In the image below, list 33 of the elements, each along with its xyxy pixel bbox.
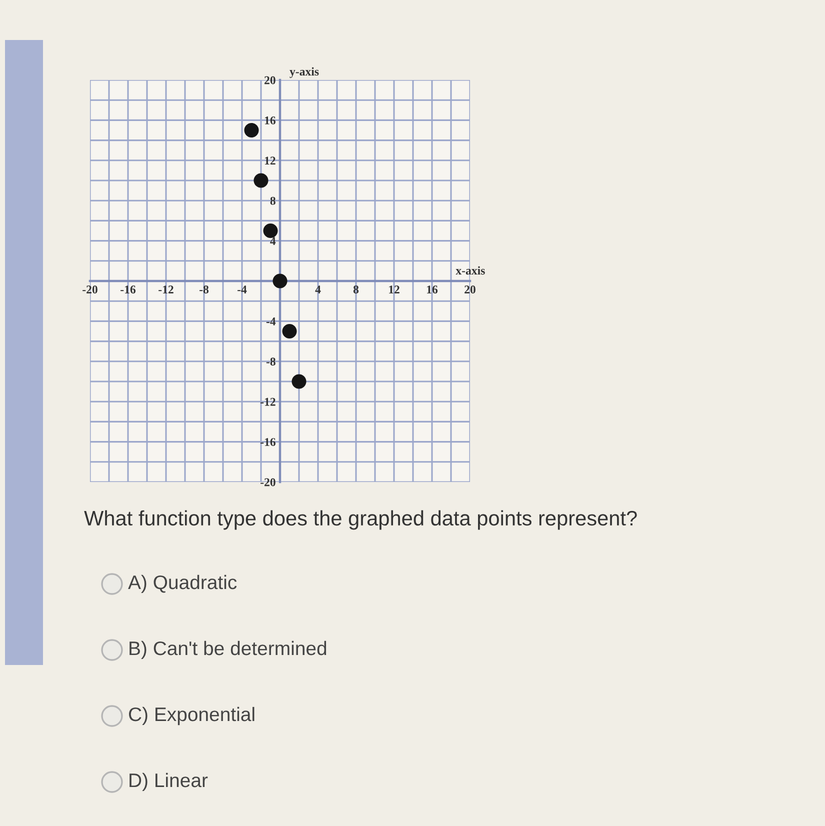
y-tick-label: 8 (270, 196, 276, 205)
y-tick-label: -12 (260, 398, 276, 406)
x-tick-label: 20 (464, 286, 476, 294)
y-tick-label: -8 (266, 358, 276, 366)
y-tick-label: 20 (264, 76, 276, 84)
y-axis-title: y-axis (290, 67, 319, 78)
x-tick-label: -8 (200, 286, 209, 294)
point (263, 223, 278, 238)
text: A) Quadratic (128, 574, 237, 594)
y-tick-label: 16 (264, 116, 276, 124)
y-tick-label: 4 (270, 237, 276, 245)
x-tick-label: -4 (238, 286, 247, 294)
x-tick-label: -16 (120, 286, 136, 294)
point (244, 122, 259, 138)
x-tick-label: 4 (315, 286, 321, 294)
x-tick-label: -20 (82, 286, 98, 294)
text: B) Can't be determined (130, 640, 326, 660)
x-tick-label: 8 (353, 286, 359, 294)
y-tick-label: -16 (260, 438, 276, 446)
text: What function type does the graphed data points represent? (84, 510, 637, 530)
text: D) Linear (130, 772, 208, 792)
y-tick-label: 12 (264, 156, 276, 164)
y-tick-label: -4 (266, 318, 276, 326)
point (272, 274, 288, 288)
x-tick-label: 12 (389, 286, 400, 294)
point (292, 374, 306, 389)
point (254, 173, 268, 188)
x-tick-label: 16 (427, 286, 438, 294)
point (282, 324, 297, 339)
x-axis-title: x-axis (456, 266, 485, 275)
text: C) Exponential (128, 706, 254, 726)
x-tick-label: -12 (158, 286, 174, 294)
y-tick-label: -20 (260, 478, 276, 486)
